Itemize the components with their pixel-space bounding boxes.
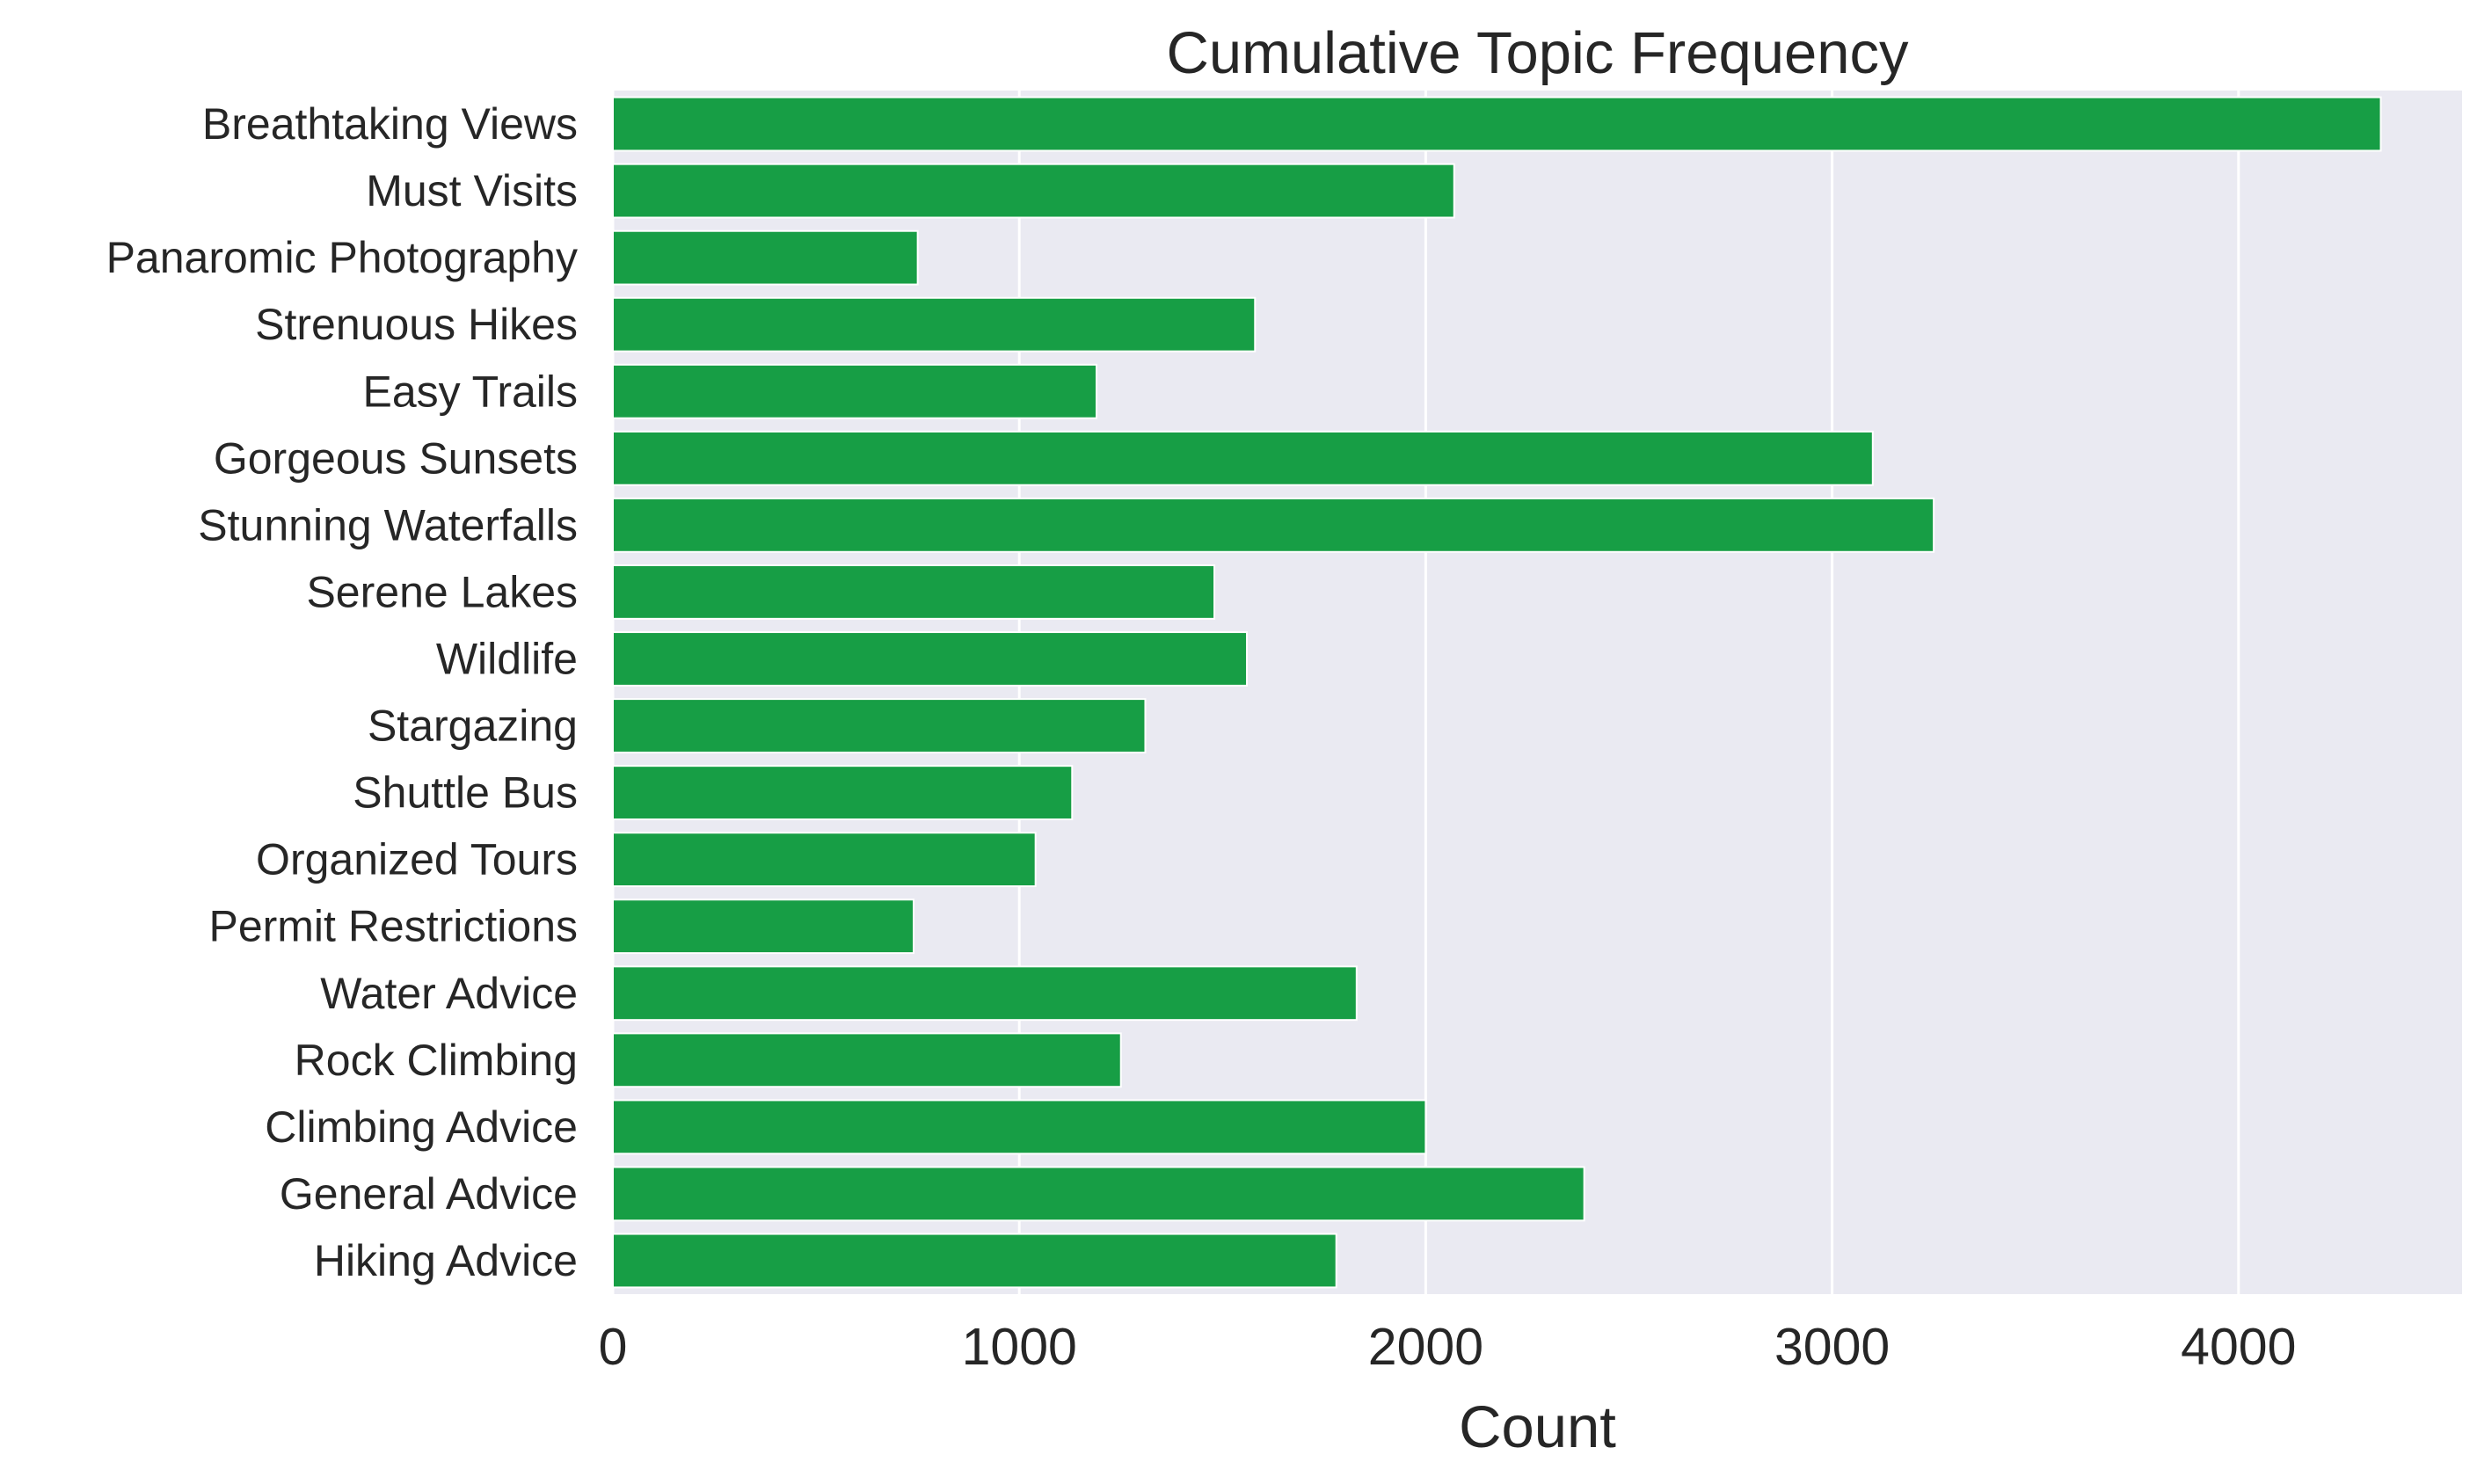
category-label-0: Breathtaking Views: [202, 99, 578, 149]
bar-6: [612, 497, 1935, 553]
category-labels: Breathtaking Views Must Visits Panaromic P…: [106, 99, 578, 1285]
category-label-4: Easy Trails: [362, 367, 578, 416]
x-tick-label-3: 3000: [1774, 1318, 1890, 1376]
category-label-9: Stargazing: [368, 702, 578, 751]
category-label-3: Strenuous Hikes: [255, 300, 578, 349]
category-label-8: Wildlife: [436, 634, 578, 683]
x-tick-label-1: 1000: [962, 1318, 1077, 1376]
x-tick-label-0: 0: [599, 1318, 628, 1376]
bar-11: [612, 832, 1037, 888]
bars: [612, 96, 2382, 1289]
x-tick-label-4: 4000: [2181, 1318, 2296, 1376]
category-label-6: Stunning Waterfalls: [198, 500, 578, 549]
x-tick-labels: 0 1000 2000 3000 4000: [599, 1318, 2297, 1376]
bar-15: [612, 1099, 1427, 1155]
x-axis-label: Count: [1459, 1394, 1616, 1460]
bar-9: [612, 698, 1147, 753]
category-label-2: Panaromic Photography: [106, 233, 578, 282]
bar-17: [612, 1233, 1337, 1289]
category-label-7: Serene Lakes: [306, 567, 578, 616]
category-label-15: Climbing Advice: [265, 1102, 578, 1152]
category-label-16: General Advice: [280, 1169, 578, 1218]
category-label-12: Permit Restrictions: [208, 902, 578, 951]
category-label-10: Shuttle Bus: [353, 768, 578, 818]
bar-8: [612, 631, 1249, 687]
bar-4: [612, 363, 1098, 419]
category-label-11: Organized Tours: [256, 835, 578, 884]
chart-title: Cumulative Topic Frequency: [1166, 20, 1909, 86]
category-label-1: Must Visits: [366, 166, 578, 215]
category-label-14: Rock Climbing: [295, 1036, 578, 1085]
category-label-17: Hiking Advice: [314, 1236, 578, 1285]
bar-13: [612, 965, 1358, 1022]
bar-12: [612, 898, 915, 955]
bar-1: [612, 163, 1455, 219]
bar-5: [612, 430, 1874, 486]
category-label-5: Gorgeous Sunsets: [214, 433, 578, 483]
grid-lines: [611, 91, 2240, 1294]
plot-area: [613, 91, 2462, 1294]
category-label-13: Water Advice: [320, 969, 578, 1018]
bar-10: [612, 765, 1074, 821]
x-tick-label-2: 2000: [1368, 1318, 1483, 1376]
bar-7: [612, 564, 1216, 620]
bar-14: [612, 1032, 1122, 1088]
bar-16: [612, 1166, 1585, 1222]
bar-2: [612, 229, 919, 286]
bar-0: [612, 96, 2382, 152]
bar-3: [612, 296, 1257, 353]
